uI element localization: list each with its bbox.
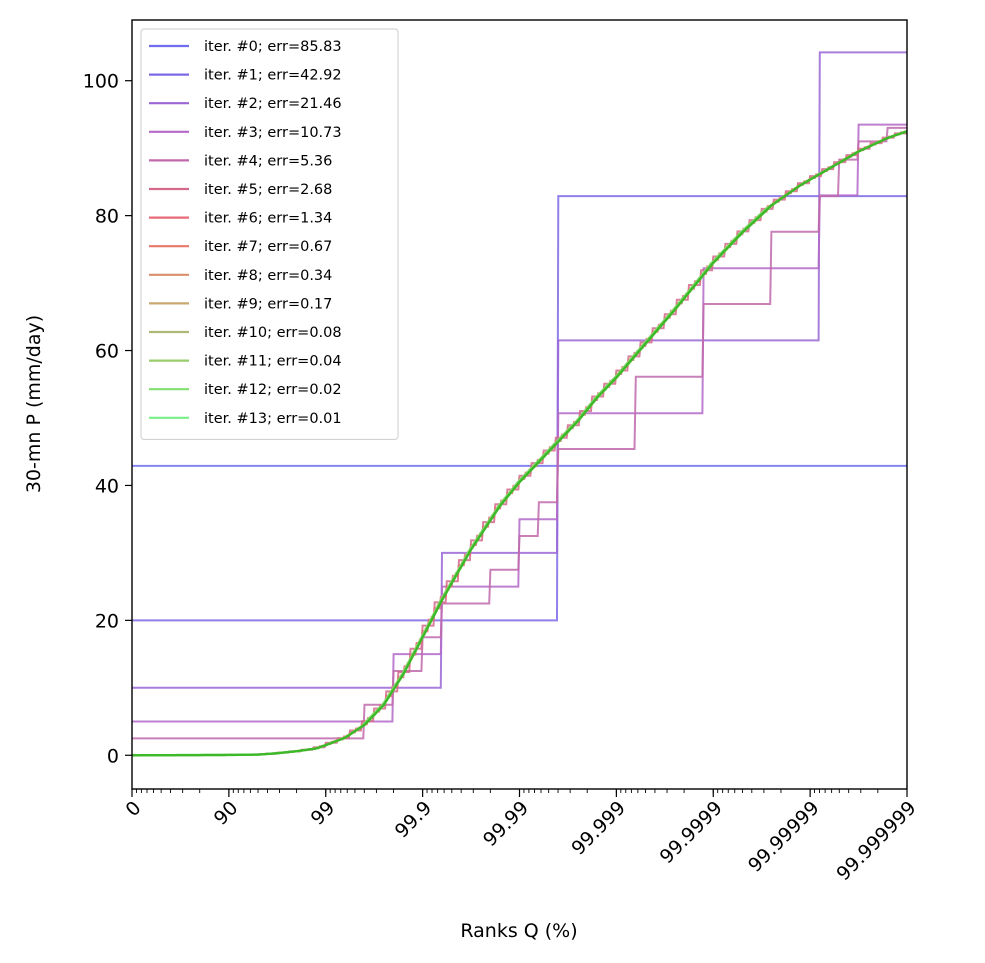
legend-label-10: iter. #10; err=0.08 [204,325,342,341]
series-line-4 [132,126,907,740]
legend: iter. #0; err=85.83 iter. #1; err=42.92 it… [140,28,399,440]
legend-label-13: iter. #13; err=0.01 [204,411,342,427]
legend-label-1: iter. #1; err=42.92 [204,68,342,84]
y-tick-label-40: 40 [95,475,119,497]
y-axis-label: 30-mn P (mm/day) [23,315,45,493]
final-fit-line [132,130,907,757]
y-tick-label-0: 0 [107,745,119,767]
legend-label-2: iter. #2; err=21.46 [204,96,342,112]
series-layer [132,51,907,757]
legend-label-12: iter. #12; err=0.02 [204,382,342,398]
y-tick-label-60: 60 [95,341,119,363]
legend-label-11: iter. #11; err=0.04 [204,354,342,370]
legend-label-8: iter. #8; err=0.34 [204,268,332,284]
legend-label-3: iter. #3; err=10.73 [204,125,342,141]
legend-label-6: iter. #6; err=1.34 [204,211,332,227]
legend-box [140,28,399,440]
legend-label-5: iter. #5; err=2.68 [204,182,332,198]
y-axis: 0 20 40 60 80 100 [83,71,132,767]
legend-label-9: iter. #9; err=0.17 [204,296,332,312]
legend-label-0: iter. #0; err=85.83 [204,39,342,55]
legend-label-7: iter. #7; err=0.67 [204,239,332,255]
x-axis-label: Ranks Q (%) [460,920,577,942]
legend-label-4: iter. #4; err=5.36 [204,153,332,169]
y-tick-label-20: 20 [95,610,119,632]
y-tick-label-100: 100 [83,71,119,93]
y-tick-label-80: 80 [95,206,119,228]
